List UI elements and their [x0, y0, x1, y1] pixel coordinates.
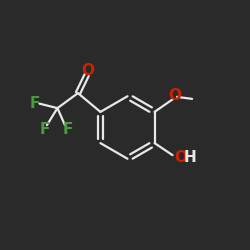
Text: O: O	[81, 63, 94, 78]
Text: F: F	[30, 96, 40, 110]
Text: H: H	[183, 150, 196, 165]
Text: F: F	[40, 122, 50, 137]
Text: F: F	[62, 122, 72, 137]
Text: O: O	[168, 88, 181, 103]
Text: O: O	[174, 150, 187, 165]
